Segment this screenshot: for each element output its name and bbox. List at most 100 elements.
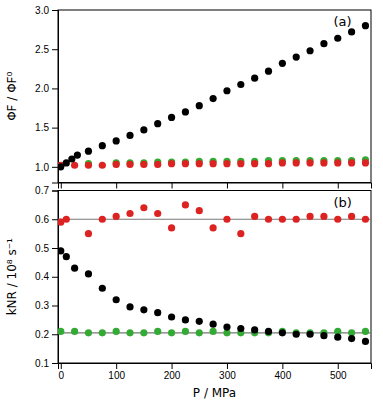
y-tick-mark xyxy=(52,248,58,249)
point xyxy=(58,328,64,335)
y-axis-title: ΦF / ΦF⁰ xyxy=(5,71,19,120)
point xyxy=(63,253,70,260)
x-tick: 500 xyxy=(330,363,347,381)
x-tick-mark xyxy=(61,183,62,189)
series xyxy=(58,247,369,345)
plot-frame xyxy=(58,10,371,183)
y-tick: 2.0 xyxy=(35,83,58,94)
point xyxy=(182,108,189,115)
point xyxy=(140,204,147,211)
point xyxy=(196,102,203,109)
x-tick-mark xyxy=(116,183,117,189)
y-tick-mark xyxy=(52,277,58,278)
y-tick-mark xyxy=(52,49,58,50)
point xyxy=(196,318,203,325)
point xyxy=(71,162,78,169)
x-tick-mark xyxy=(338,363,339,369)
x-tick: 0 xyxy=(58,363,64,381)
point xyxy=(279,329,286,336)
x-tick-mark xyxy=(172,363,173,369)
point xyxy=(334,334,341,341)
y-tick: 1.0 xyxy=(35,162,58,173)
point xyxy=(362,216,369,223)
y-axis-title: kNR / 10⁸ s⁻¹ xyxy=(5,238,19,315)
point xyxy=(182,316,189,323)
point xyxy=(113,137,120,144)
point xyxy=(126,161,133,168)
point xyxy=(58,247,64,254)
point xyxy=(113,213,120,220)
x-tick: 200 xyxy=(164,363,181,381)
point xyxy=(223,160,230,167)
y-tick-mark xyxy=(52,363,58,364)
point xyxy=(99,285,106,292)
y-tick: 0.4 xyxy=(35,271,58,282)
x-axis-line xyxy=(59,183,372,189)
point xyxy=(293,159,300,166)
y-tick-mark xyxy=(52,10,58,11)
y-tick: 3.0 xyxy=(35,5,58,16)
series xyxy=(58,22,369,170)
x-axis xyxy=(59,183,372,189)
x-tick xyxy=(116,183,117,189)
point xyxy=(210,224,217,231)
x-tick-mark xyxy=(61,363,62,369)
panel: 01002003004005000.10.20.30.40.50.60.7(b)… xyxy=(5,185,372,400)
point xyxy=(168,224,175,231)
point xyxy=(210,321,217,328)
y-tick-label: 0.7 xyxy=(35,185,49,196)
point xyxy=(279,216,286,223)
point xyxy=(306,213,313,220)
x-tick-mark xyxy=(227,363,228,369)
point xyxy=(196,160,203,167)
point xyxy=(223,323,230,330)
point xyxy=(126,329,133,336)
x-axis: 0100200300400500 xyxy=(58,363,371,381)
y-tick-label: 0.5 xyxy=(35,243,49,254)
point xyxy=(320,213,327,220)
point xyxy=(168,114,175,121)
x-tick: 400 xyxy=(275,363,292,381)
y-tick: 0.6 xyxy=(35,214,58,225)
point xyxy=(362,338,369,345)
point xyxy=(85,162,92,169)
point xyxy=(168,329,175,336)
x-axis-line xyxy=(59,364,372,370)
point xyxy=(85,329,92,336)
point xyxy=(348,335,355,342)
y-tick: 0.7 xyxy=(35,185,58,196)
point xyxy=(334,216,341,223)
point xyxy=(251,213,258,220)
y-tick-label: 0.4 xyxy=(35,271,49,282)
x-tick xyxy=(282,183,283,189)
point xyxy=(154,328,161,335)
point xyxy=(168,313,175,320)
point xyxy=(99,329,106,336)
x-tick-label: 400 xyxy=(275,370,292,381)
x-tick-label: 500 xyxy=(330,370,347,381)
point xyxy=(306,47,313,54)
x-tick xyxy=(338,183,339,189)
point xyxy=(154,210,161,217)
point xyxy=(140,161,147,168)
point xyxy=(251,75,258,82)
point xyxy=(223,87,230,94)
point xyxy=(71,328,78,335)
point xyxy=(348,159,355,166)
point xyxy=(210,95,217,102)
point xyxy=(85,270,92,277)
point xyxy=(182,328,189,335)
y-tick: 0.2 xyxy=(35,329,58,340)
point xyxy=(265,328,272,335)
point xyxy=(265,160,272,167)
point xyxy=(71,265,78,272)
y-tick: 0.1 xyxy=(35,358,58,369)
x-tick-mark xyxy=(116,363,117,369)
x-tick xyxy=(61,183,62,189)
point xyxy=(223,216,230,223)
point xyxy=(74,151,81,158)
point xyxy=(279,60,286,67)
y-tick-label: 0.6 xyxy=(35,214,49,225)
point xyxy=(320,40,327,47)
point xyxy=(196,207,203,214)
